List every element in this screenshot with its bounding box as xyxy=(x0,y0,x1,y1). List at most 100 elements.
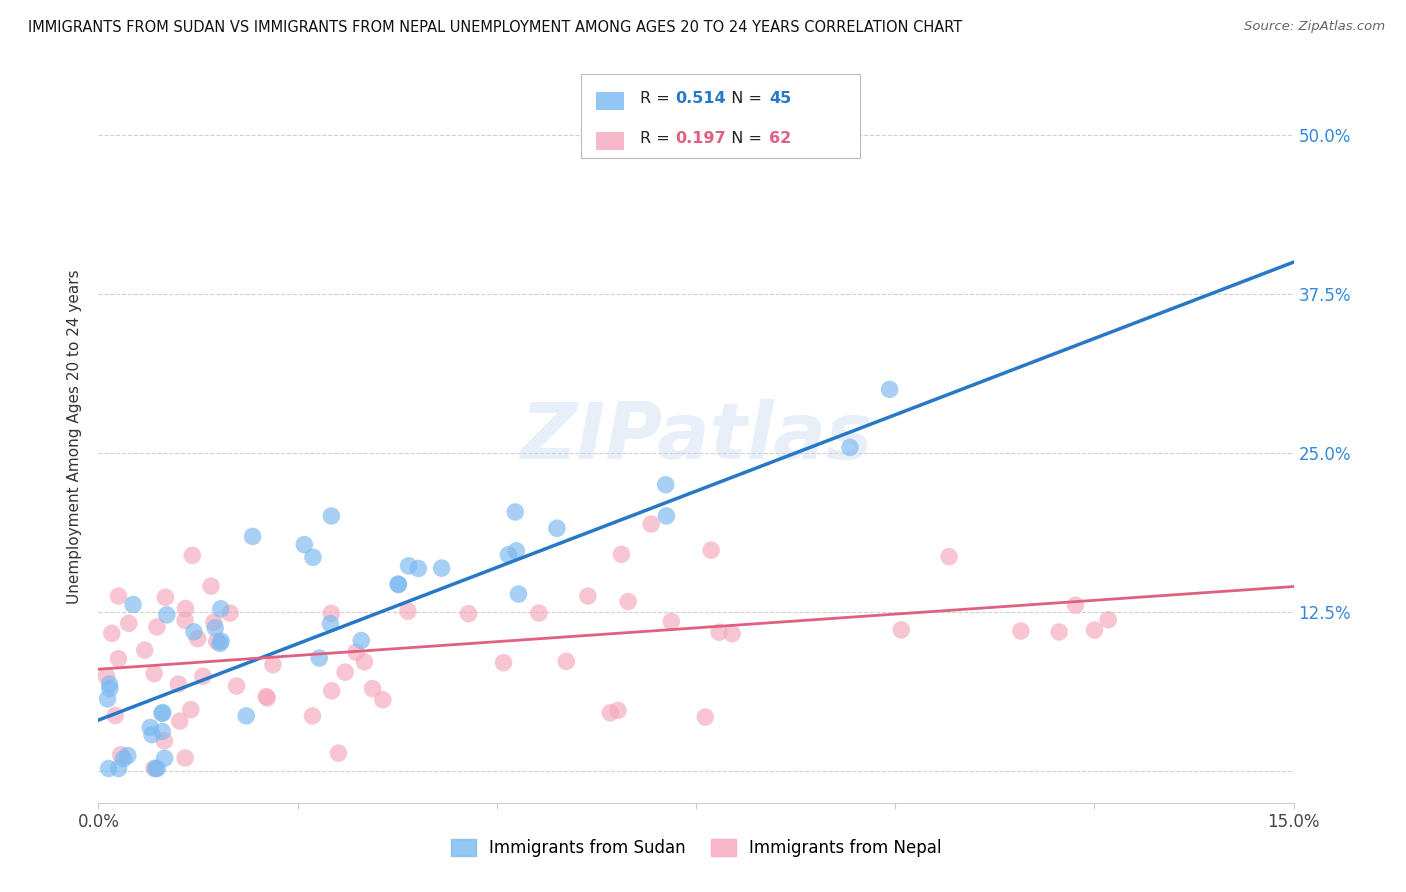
Text: R =: R = xyxy=(640,131,675,146)
Immigrants from Sudan xyxy=(302,550,325,565)
Immigrants from Nepal xyxy=(371,693,394,707)
Immigrants from Nepal xyxy=(174,613,197,627)
Immigrants from Sudan xyxy=(398,558,420,573)
Immigrants from Nepal xyxy=(321,683,343,698)
Immigrants from Nepal xyxy=(607,703,630,717)
Immigrants from Nepal xyxy=(205,634,228,648)
Immigrants from Sudan xyxy=(139,721,162,735)
Immigrants from Sudan xyxy=(350,633,373,648)
Immigrants from Nepal xyxy=(153,733,176,747)
Immigrants from Sudan xyxy=(498,548,520,562)
Immigrants from Sudan xyxy=(408,561,430,575)
Text: 0.197: 0.197 xyxy=(675,131,725,146)
Immigrants from Sudan xyxy=(145,761,167,775)
Text: 62: 62 xyxy=(769,131,792,146)
Immigrants from Nepal xyxy=(1010,624,1032,638)
Immigrants from Nepal xyxy=(328,746,350,760)
Immigrants from Nepal xyxy=(396,604,419,618)
Immigrants from Nepal xyxy=(321,607,343,621)
Text: N =: N = xyxy=(721,131,768,146)
Immigrants from Nepal xyxy=(353,655,375,669)
Immigrants from Nepal xyxy=(301,709,323,723)
Immigrants from Sudan xyxy=(505,544,527,558)
Immigrants from Sudan xyxy=(655,508,678,523)
Immigrants from Nepal xyxy=(721,626,744,640)
Immigrants from Nepal xyxy=(1083,623,1105,637)
Immigrants from Sudan xyxy=(319,616,342,631)
Immigrants from Sudan xyxy=(879,383,901,397)
Immigrants from Sudan xyxy=(117,748,139,763)
Immigrants from Nepal xyxy=(262,657,284,672)
Immigrants from Sudan xyxy=(153,751,176,765)
Y-axis label: Unemployment Among Ages 20 to 24 years: Unemployment Among Ages 20 to 24 years xyxy=(67,269,83,605)
Immigrants from Nepal xyxy=(599,706,621,720)
Immigrants from Sudan xyxy=(208,636,231,650)
Immigrants from Sudan xyxy=(204,621,226,635)
Immigrants from Nepal xyxy=(225,679,247,693)
Immigrants from Sudan xyxy=(321,508,343,523)
Immigrants from Nepal xyxy=(107,651,129,665)
Immigrants from Sudan xyxy=(508,587,530,601)
Immigrants from Sudan xyxy=(107,761,129,775)
Immigrants from Sudan xyxy=(654,477,676,491)
Immigrants from Sudan xyxy=(387,577,409,591)
Immigrants from Nepal xyxy=(256,690,278,705)
Immigrants from Nepal xyxy=(101,626,124,640)
Immigrants from Sudan xyxy=(505,505,527,519)
Immigrants from Nepal xyxy=(110,747,132,762)
Immigrants from Nepal xyxy=(104,708,127,723)
Immigrants from Nepal xyxy=(938,549,960,564)
Text: Source: ZipAtlas.com: Source: ZipAtlas.com xyxy=(1244,20,1385,33)
Immigrants from Nepal xyxy=(118,616,141,631)
Immigrants from Sudan xyxy=(430,561,453,575)
Immigrants from Nepal xyxy=(361,681,384,696)
Immigrants from Sudan xyxy=(183,624,205,639)
Text: R =: R = xyxy=(640,91,675,106)
Immigrants from Nepal xyxy=(344,645,367,659)
Immigrants from Sudan xyxy=(98,681,121,696)
Immigrants from Nepal xyxy=(659,615,682,629)
Immigrants from Nepal xyxy=(174,601,197,615)
Text: 0.514: 0.514 xyxy=(675,91,725,106)
Immigrants from Nepal xyxy=(174,751,197,765)
Immigrants from Sudan xyxy=(97,761,120,775)
Immigrants from Sudan xyxy=(96,692,118,706)
Immigrants from Nepal xyxy=(576,589,599,603)
Legend: Immigrants from Sudan, Immigrants from Nepal: Immigrants from Sudan, Immigrants from N… xyxy=(444,832,948,864)
Text: N =: N = xyxy=(721,91,768,106)
Immigrants from Sudan xyxy=(235,709,257,723)
Immigrants from Nepal xyxy=(146,620,169,634)
Immigrants from Nepal xyxy=(335,665,357,679)
Immigrants from Sudan xyxy=(150,724,173,739)
Immigrants from Nepal xyxy=(219,606,242,620)
Immigrants from Sudan xyxy=(98,677,121,691)
Immigrants from Nepal xyxy=(155,591,177,605)
Immigrants from Nepal xyxy=(187,632,209,646)
Immigrants from Nepal xyxy=(457,607,479,621)
Immigrants from Nepal xyxy=(107,589,129,603)
Immigrants from Nepal xyxy=(167,677,190,691)
Immigrants from Nepal xyxy=(143,666,166,681)
Immigrants from Nepal xyxy=(169,714,191,728)
Immigrants from Sudan xyxy=(156,607,179,622)
Immigrants from Nepal xyxy=(200,579,222,593)
Immigrants from Nepal xyxy=(617,594,640,608)
Immigrants from Nepal xyxy=(1047,624,1070,639)
Immigrants from Sudan xyxy=(308,651,330,665)
Text: ZIPatlas: ZIPatlas xyxy=(520,399,872,475)
Immigrants from Nepal xyxy=(181,549,204,563)
Immigrants from Nepal xyxy=(96,669,118,683)
Text: 45: 45 xyxy=(769,91,792,106)
Immigrants from Nepal xyxy=(527,606,550,620)
Immigrants from Nepal xyxy=(1064,598,1087,612)
Immigrants from Sudan xyxy=(209,634,232,648)
Immigrants from Nepal xyxy=(700,543,723,558)
Immigrants from Sudan xyxy=(122,598,145,612)
Immigrants from Sudan xyxy=(209,602,232,616)
Immigrants from Nepal xyxy=(191,669,214,683)
Immigrants from Nepal xyxy=(610,547,633,561)
Immigrants from Sudan xyxy=(693,143,716,157)
Immigrants from Sudan xyxy=(546,521,568,535)
Immigrants from Nepal xyxy=(695,710,717,724)
Immigrants from Nepal xyxy=(134,643,156,657)
